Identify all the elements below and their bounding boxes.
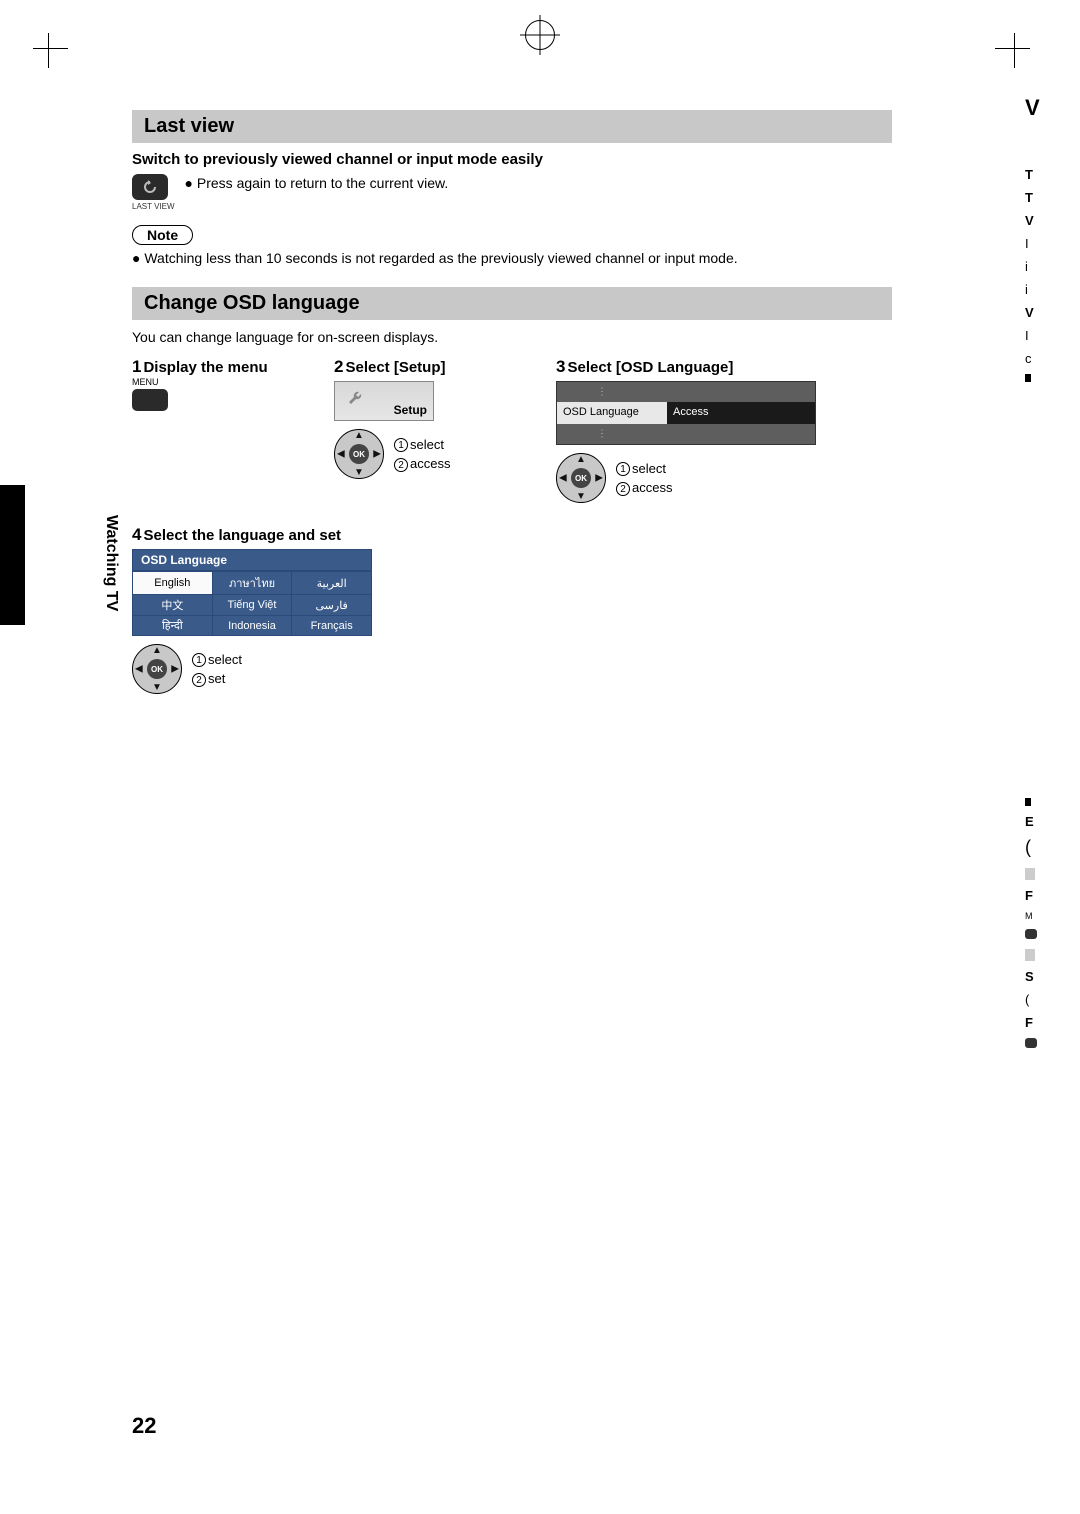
page-number: 22	[132, 1413, 156, 1439]
osd-row-left: OSD Language	[557, 402, 667, 424]
dpad-legend: 1select 2access	[394, 435, 450, 474]
step4-label: 4Select the language and set	[132, 525, 892, 545]
lang-cell: Tiếng Việt	[212, 595, 292, 616]
circ-1: 1	[192, 653, 206, 667]
step1-text: Display the menu	[143, 359, 267, 376]
dpad-access-label: access	[632, 480, 672, 495]
osd-row-right: Access	[667, 402, 815, 424]
circ-2: 2	[616, 482, 630, 496]
setup-card-label: Setup	[394, 403, 427, 417]
lang-cell: فارسی	[292, 595, 372, 616]
dpad-legend: 1select 2access	[616, 459, 672, 498]
osd-menu-row: ⋮ OSD Language Access ⋮	[556, 381, 816, 445]
last-view-button-label: LAST VIEW	[132, 202, 175, 211]
dpad-select-label: select	[410, 437, 444, 452]
section-title-osd: Change OSD language	[132, 287, 892, 320]
step2-num: 2	[334, 357, 343, 376]
dpad-ok-label: OK	[349, 444, 369, 464]
last-view-icon	[132, 174, 168, 200]
section-title-last-view: Last view	[132, 110, 892, 143]
lang-cell: العربية	[292, 572, 372, 595]
language-table-caption: OSD Language	[132, 549, 372, 571]
crop-mark	[1014, 33, 1015, 68]
last-view-subhead: Switch to previously viewed channel or i…	[132, 151, 892, 168]
lang-cell: Indonesia	[212, 616, 292, 636]
crop-mark	[33, 48, 68, 49]
lang-cell: हिन्दी	[133, 616, 213, 636]
language-table: OSD Language English ภาษาไทย العربية 中文 …	[132, 549, 372, 636]
menu-button-icon	[132, 389, 168, 411]
circ-2: 2	[394, 458, 408, 472]
step3-num: 3	[556, 357, 565, 376]
note-bullet-text: Watching less than 10 seconds is not reg…	[144, 250, 737, 266]
lang-cell: 中文	[133, 595, 213, 616]
dpad-select-label: select	[632, 461, 666, 476]
step2-text: Select [Setup]	[345, 359, 445, 376]
step4-num: 4	[132, 525, 141, 544]
dpad-legend: 1select 2set	[192, 650, 242, 689]
step1-label: 1Display the menu	[132, 357, 312, 377]
side-tab-black	[0, 485, 25, 625]
note-bullet: ● Watching less than 10 seconds is not r…	[132, 249, 892, 269]
circ-2: 2	[192, 673, 206, 687]
registration-mark	[525, 20, 555, 50]
step1-num: 1	[132, 357, 141, 376]
crop-mark	[48, 33, 49, 68]
step3-label: 3Select [OSD Language]	[556, 357, 856, 377]
dpad-access-label: access	[410, 456, 450, 471]
dpad-select-label: select	[208, 652, 242, 667]
dpad-ok-label: OK	[147, 659, 167, 679]
osd-intro: You can change language for on-screen di…	[132, 328, 892, 348]
step3-text: Select [OSD Language]	[567, 359, 733, 376]
dpad-graphic: ▲ ▼ ◀ ▶ OK	[556, 453, 606, 503]
dpad-set-label: set	[208, 671, 225, 686]
dpad-graphic: ▲ ▼ ◀ ▶ OK	[132, 644, 182, 694]
setup-card: Setup	[334, 381, 434, 421]
wrench-icon	[345, 388, 369, 412]
last-view-button-graphic: LAST VIEW	[132, 174, 175, 211]
step2-label: 2Select [Setup]	[334, 357, 534, 377]
note-pill: Note	[132, 225, 193, 245]
lang-cell: Français	[292, 616, 372, 636]
cutoff-right-edge: V T T V Iii V Ic E ( F M S ( F	[1025, 95, 1080, 1514]
crop-mark	[995, 48, 1030, 49]
dpad-ok-label: OK	[571, 468, 591, 488]
lang-cell: English	[133, 572, 213, 595]
lang-cell: ภาษาไทย	[212, 572, 292, 595]
side-label: Watching TV	[102, 515, 120, 611]
last-view-bullet-text: Press again to return to the current vie…	[197, 175, 448, 191]
last-view-bullet: ● Press again to return to the current v…	[185, 174, 449, 194]
dpad-graphic: ▲ ▼ ◀ ▶ OK	[334, 429, 384, 479]
menu-button-label: MENU	[132, 377, 312, 387]
step4-text: Select the language and set	[143, 527, 341, 544]
circ-1: 1	[394, 438, 408, 452]
circ-1: 1	[616, 462, 630, 476]
